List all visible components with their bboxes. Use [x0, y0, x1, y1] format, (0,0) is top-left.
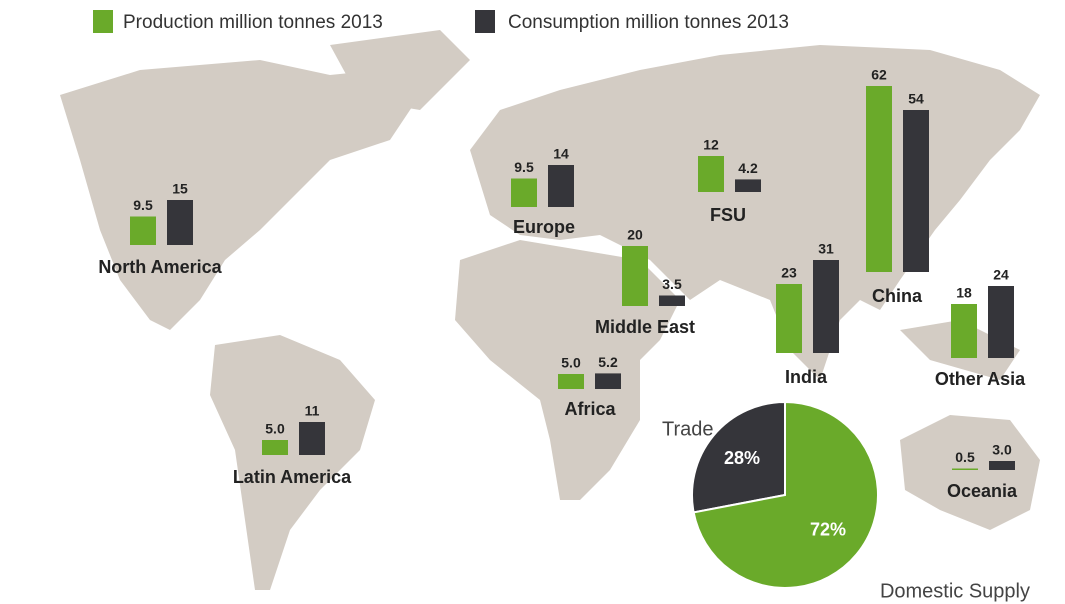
pie-category-label: Trade [662, 418, 714, 440]
value-label: 62 [871, 67, 887, 83]
legend-label: Production million tonnes 2013 [123, 12, 383, 33]
value-label: 4.2 [738, 160, 758, 176]
region-label: FSU [710, 205, 746, 225]
value-label: 3.0 [992, 442, 1012, 458]
value-label: 5.2 [598, 354, 618, 370]
bar [698, 156, 724, 192]
greenland [330, 30, 470, 110]
north-america [60, 60, 420, 330]
value-label: 5.0 [265, 421, 285, 437]
region-label: Africa [564, 399, 616, 419]
region-label: Latin America [233, 467, 352, 487]
eurasia [470, 45, 1040, 380]
bar [776, 284, 802, 353]
value-label: 20 [627, 227, 643, 243]
pie-slice [691, 400, 786, 514]
bar [511, 178, 537, 207]
world-map [60, 30, 1040, 590]
pie-slice [692, 400, 879, 589]
value-label: 12 [703, 137, 719, 153]
value-label: 0.5 [955, 449, 975, 465]
legend-swatch [93, 10, 113, 33]
bar [262, 440, 288, 455]
bar [866, 86, 892, 272]
region-label: Europe [513, 217, 575, 237]
bar [622, 246, 648, 306]
bar [130, 216, 156, 245]
bar [952, 468, 978, 470]
value-label: 9.5 [514, 159, 534, 175]
bar [548, 165, 574, 207]
value-label: 18 [956, 285, 972, 301]
value-label: 11 [305, 403, 320, 419]
bar [951, 304, 977, 358]
pie-category-label: Domestic Supply [880, 580, 1030, 602]
region-label: Other Asia [935, 369, 1026, 389]
bar [595, 373, 621, 389]
value-label: 23 [781, 265, 797, 281]
bar [813, 260, 839, 353]
bar [988, 286, 1014, 358]
value-label: 15 [172, 181, 188, 197]
value-label: 31 [818, 241, 834, 257]
value-label: 9.5 [133, 197, 153, 213]
region-label: India [785, 367, 828, 387]
region-label: Oceania [947, 481, 1018, 501]
bar [735, 179, 761, 192]
region-label: Middle East [595, 317, 695, 337]
legend-label: Consumption million tonnes 2013 [508, 12, 789, 33]
value-label: 5.0 [561, 355, 581, 371]
value-label: 54 [908, 91, 924, 107]
bar [299, 422, 325, 455]
bar [989, 461, 1015, 470]
legend-swatch [475, 10, 495, 33]
pie-value-label: 72% [810, 519, 846, 539]
value-label: 24 [993, 267, 1009, 283]
pie-value-label: 28% [724, 448, 760, 468]
region-label: China [872, 286, 923, 306]
bar [558, 374, 584, 389]
australia [900, 415, 1040, 530]
bar [659, 295, 685, 306]
region-label: North America [98, 257, 222, 277]
value-label: 14 [553, 146, 569, 162]
south-america [210, 335, 375, 590]
value-label: 3.5 [662, 276, 682, 292]
bar [167, 200, 193, 245]
bar [903, 110, 929, 272]
